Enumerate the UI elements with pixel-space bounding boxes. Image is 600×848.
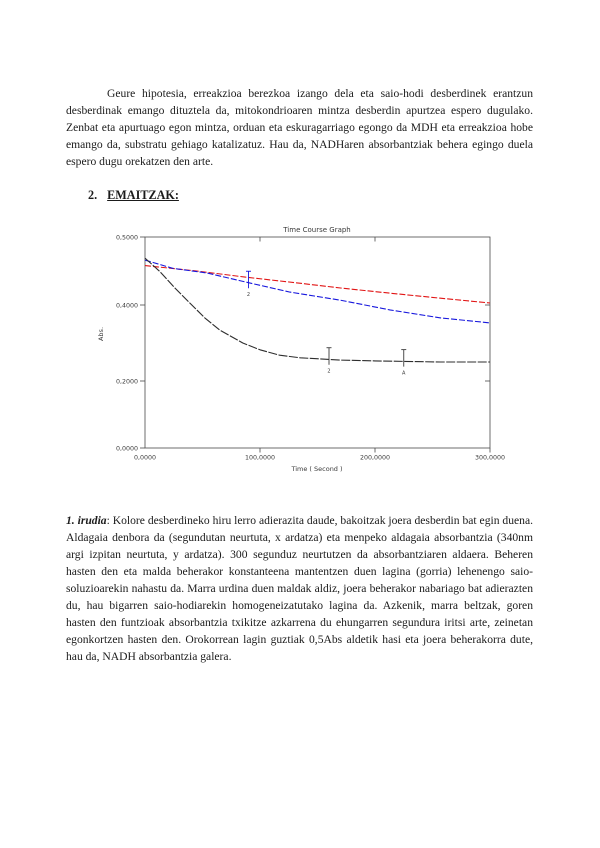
time-course-figure: Time Course Graph Time ( Second ) Abs. 0…: [95, 222, 515, 480]
y-tick-label: 0,5000: [116, 234, 138, 241]
y-tick-label: 0,0000: [116, 445, 138, 452]
x-tick-label: 300,0000: [475, 455, 505, 462]
y-axis-title: Abs.: [97, 327, 105, 341]
series-blue-line-sample-2: [144, 259, 491, 324]
series-red-line-sample-1: [144, 265, 491, 304]
x-axis-title: Time ( Second ): [290, 465, 342, 473]
figure-caption-text: : Kolore desberdineko hiru lerro adieraz…: [66, 513, 533, 663]
time-course-chart: Time Course Graph Time ( Second ) Abs. 0…: [97, 226, 505, 473]
y-tick-label: 0,4000: [116, 302, 138, 309]
x-tick-label: 200,0000: [360, 455, 390, 462]
x-tick-label: 100,0000: [245, 455, 275, 462]
event-marker-label: 2: [247, 292, 250, 298]
section-number: 2.: [88, 188, 98, 202]
figure-caption: 1. irudia: Kolore desberdineko hiru lerr…: [66, 512, 533, 665]
chart-frame: [144, 236, 491, 449]
event-marker-label: 2: [327, 369, 330, 375]
figure-caption-label: 1. irudia: [66, 513, 107, 527]
hypothesis-paragraph: Geure hipotesia, erreakzioa berezkoa iza…: [66, 86, 533, 168]
plot-area: 0,5000 0,4000 0,2000 0,0000 0,0000 100,0000 20…: [116, 234, 505, 461]
series-black-line-sample-3: [144, 257, 490, 363]
section-heading-emaitzak: 2. EMAITZAK:: [88, 188, 179, 203]
y-tick-label: 0,2000: [116, 378, 138, 385]
x-tick-label: 0,0000: [134, 455, 156, 462]
section-title: EMAITZAK:: [107, 188, 179, 202]
chart-title: Time Course Graph: [282, 226, 351, 234]
event-marker-label: A: [402, 371, 406, 377]
